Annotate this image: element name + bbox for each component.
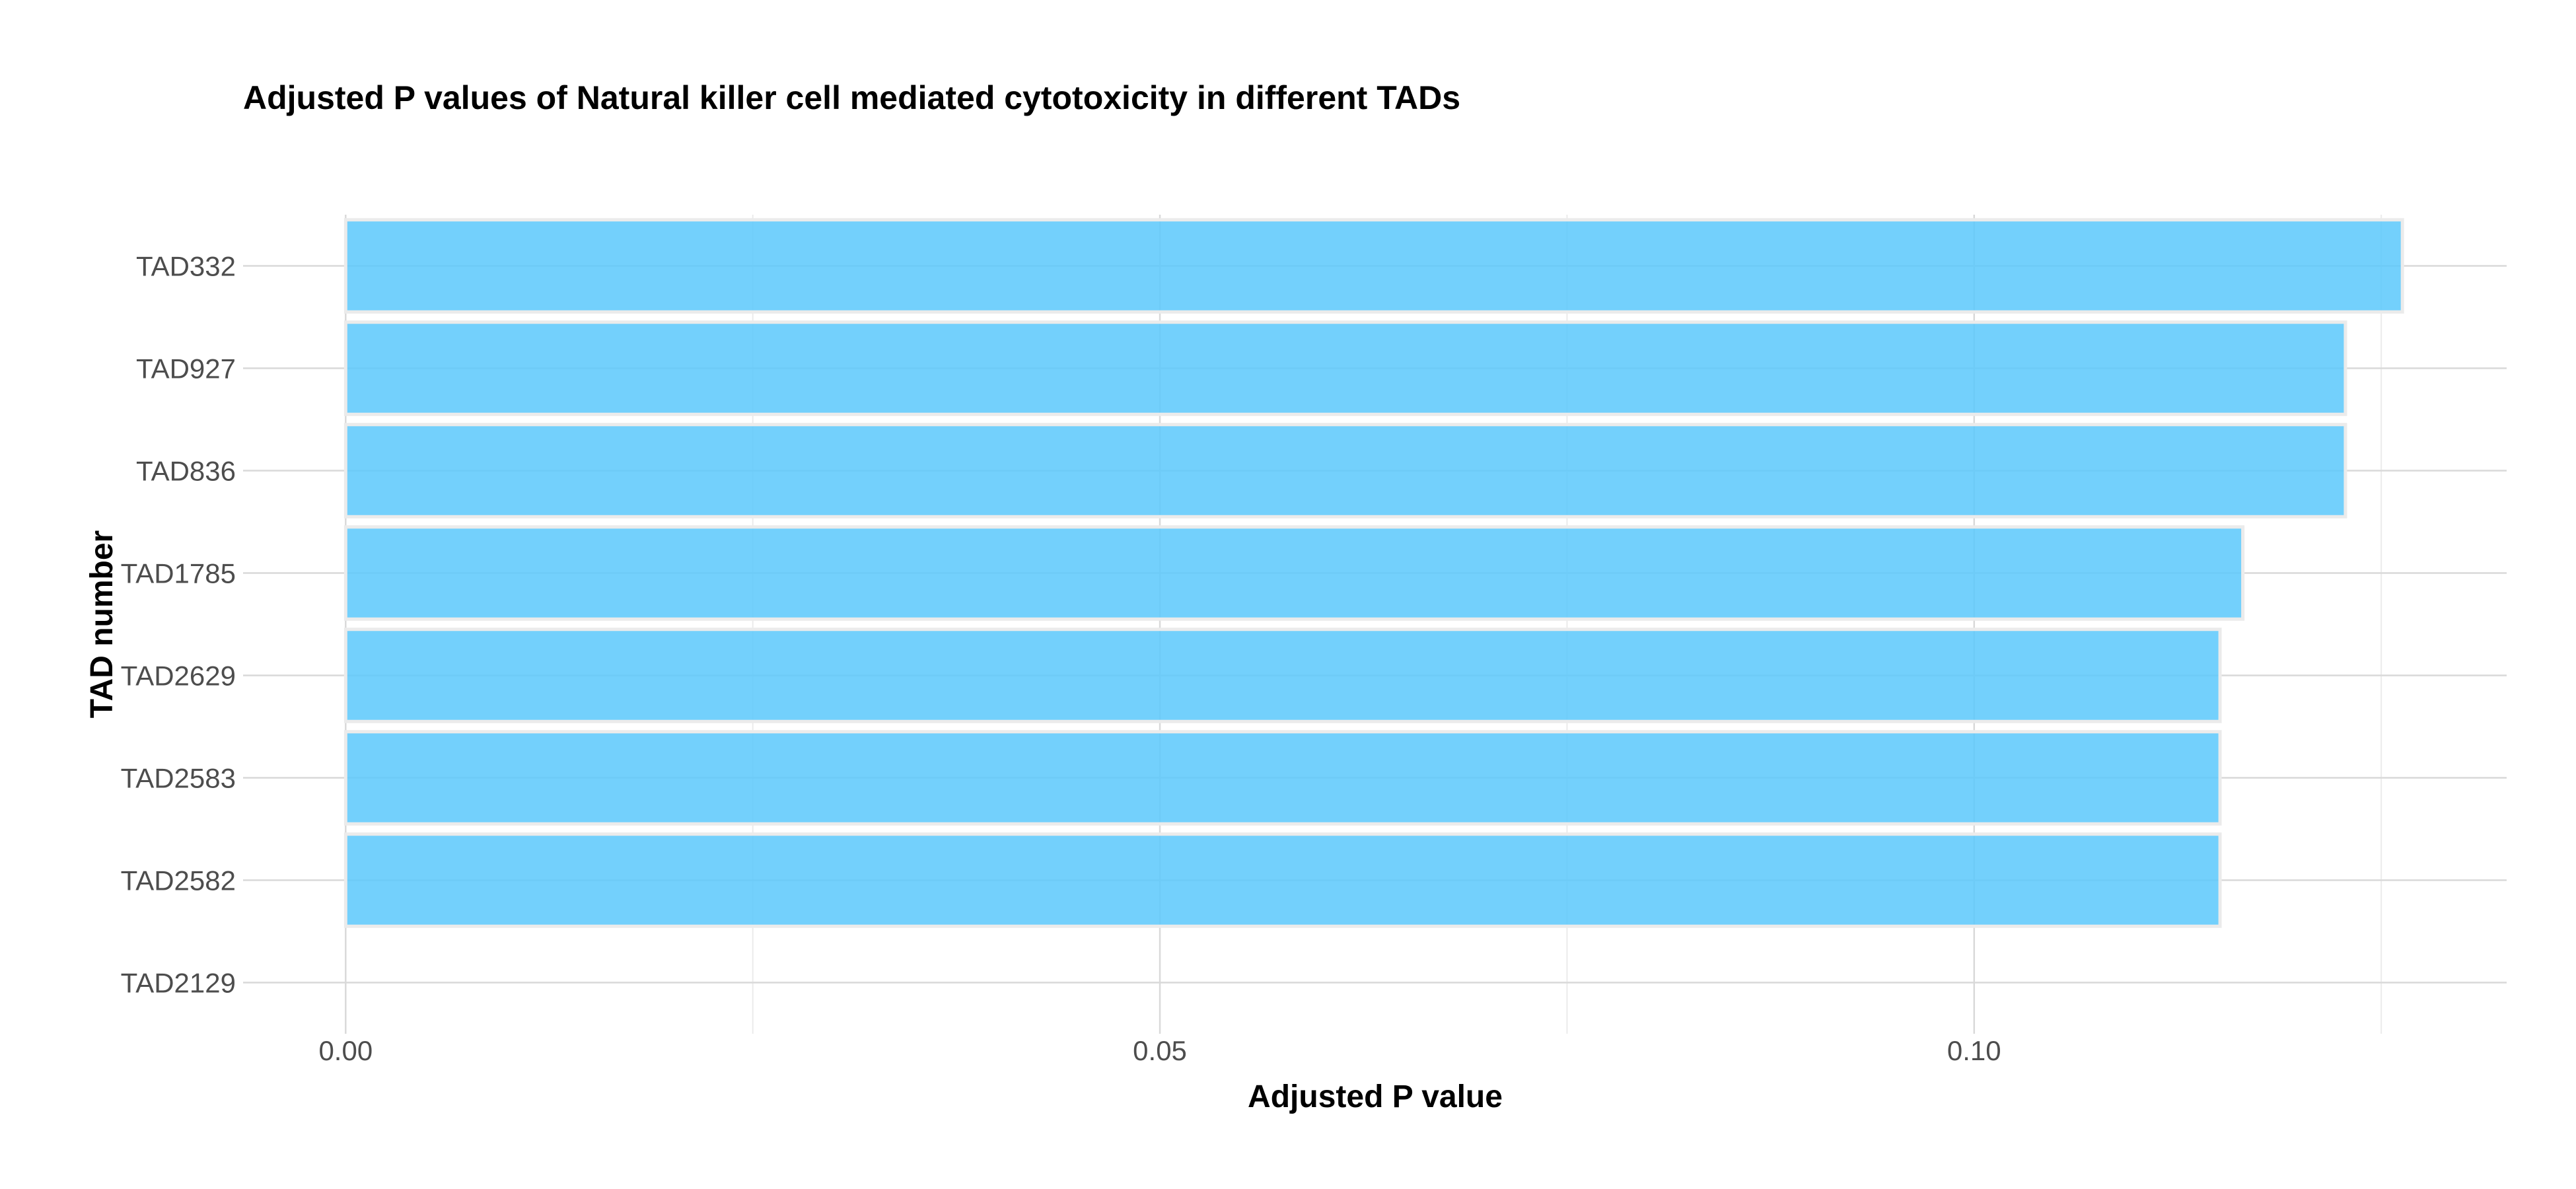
y-tick-label: TAD2629	[121, 661, 236, 692]
bar-tad836	[343, 423, 2347, 519]
y-axis-tick-labels: TAD332 TAD927 TAD836 TAD1785 TAD2629 TAD2583 T…	[121, 251, 236, 999]
y-tick-label: TAD836	[136, 456, 236, 487]
y-tick-label: TAD2129	[121, 968, 236, 999]
y-tick-label: TAD2583	[121, 763, 236, 794]
y-tick-label: TAD332	[136, 251, 236, 282]
bar-tad2583	[343, 730, 2222, 826]
bars	[343, 218, 2404, 928]
y-axis-title: TAD number	[85, 530, 120, 718]
y-tick-label: TAD927	[136, 353, 236, 384]
bar-tad2582	[343, 832, 2222, 928]
x-tick-label: 0.00	[318, 1035, 373, 1066]
bar-tad332	[343, 218, 2404, 314]
y-tick-label: TAD1785	[121, 558, 236, 589]
x-tick-label: 0.10	[1947, 1035, 2001, 1066]
bar-tad2629	[343, 628, 2222, 723]
y-tick-label: TAD2582	[121, 865, 236, 896]
x-axis-tick-labels: 0.00 0.05 0.10	[318, 1035, 2001, 1066]
x-axis-title: Adjusted P value	[1248, 1079, 1503, 1114]
chart-title: Adjusted P values of Natural killer cell…	[243, 79, 1460, 116]
bar-tad927	[343, 320, 2347, 416]
x-tick-label: 0.05	[1133, 1035, 1187, 1066]
bar-tad1785	[343, 525, 2245, 621]
